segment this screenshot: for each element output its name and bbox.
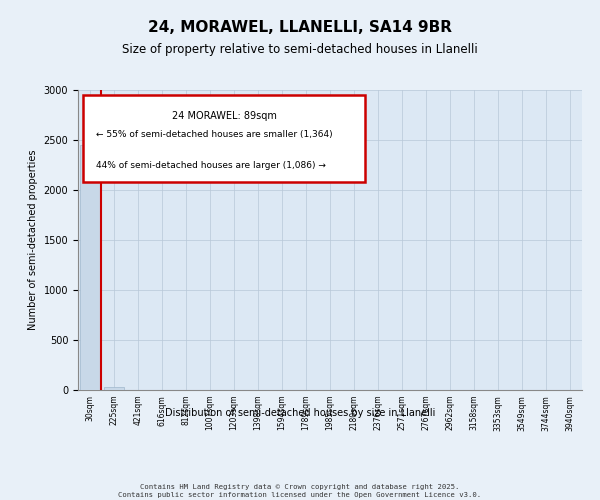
FancyBboxPatch shape <box>83 94 365 182</box>
Text: ← 55% of semi-detached houses are smaller (1,364): ← 55% of semi-detached houses are smalle… <box>95 130 332 140</box>
Text: Size of property relative to semi-detached houses in Llanelli: Size of property relative to semi-detach… <box>122 44 478 57</box>
Text: Contains HM Land Registry data © Crown copyright and database right 2025.
Contai: Contains HM Land Registry data © Crown c… <box>118 484 482 498</box>
Y-axis label: Number of semi-detached properties: Number of semi-detached properties <box>28 150 38 330</box>
Text: Distribution of semi-detached houses by size in Llanelli: Distribution of semi-detached houses by … <box>165 408 435 418</box>
Bar <box>80 145 100 390</box>
Text: 24 MORAWEL: 89sqm: 24 MORAWEL: 89sqm <box>172 111 277 121</box>
Text: 44% of semi-detached houses are larger (1,086) →: 44% of semi-detached houses are larger (… <box>95 160 326 170</box>
Bar <box>104 387 124 390</box>
Text: 24, MORAWEL, LLANELLI, SA14 9BR: 24, MORAWEL, LLANELLI, SA14 9BR <box>148 20 452 35</box>
